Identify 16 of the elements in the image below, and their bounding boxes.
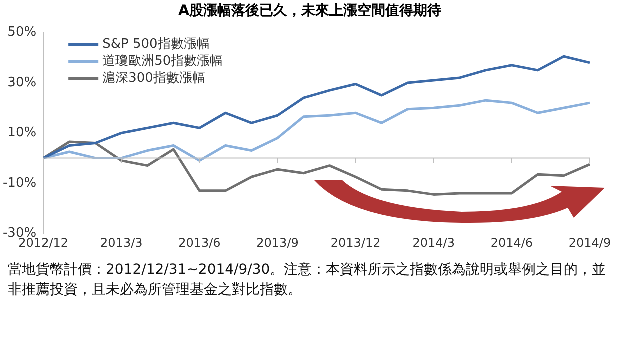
x-tick-label: 2013/3 <box>100 236 143 250</box>
y-tick-label: 50% <box>8 25 37 40</box>
y-tick-label: 30% <box>8 75 37 90</box>
x-tick-label: 2013/12 <box>330 236 381 250</box>
y-tick-label: 10% <box>8 126 37 141</box>
legend-label: S&P 500指數漲幅 <box>102 37 210 52</box>
chart-title: A股漲幅落後已久，未來上漲空間值得期待 <box>178 2 442 21</box>
y-tick-label: -10% <box>2 176 37 191</box>
x-tick-label: 2014/6 <box>490 236 534 250</box>
x-tick-label: 2013/6 <box>178 236 221 250</box>
x-tick-label: 2014/3 <box>412 236 455 250</box>
legend-label: 道瓊歐洲50指數漲幅 <box>102 54 224 70</box>
x-tick-label: 2013/9 <box>256 236 299 250</box>
text: 當地貨幣計價：2012/12/31~2014/9/30。注意：本資料所示之指數係為說明或舉例之目的，並非推薦投資，且未必為所管理基金之對比指數。 <box>7 261 608 300</box>
legend-label: 滬深300指數漲幅 <box>102 71 206 86</box>
x-tick-label: 2014/9 <box>568 236 612 250</box>
